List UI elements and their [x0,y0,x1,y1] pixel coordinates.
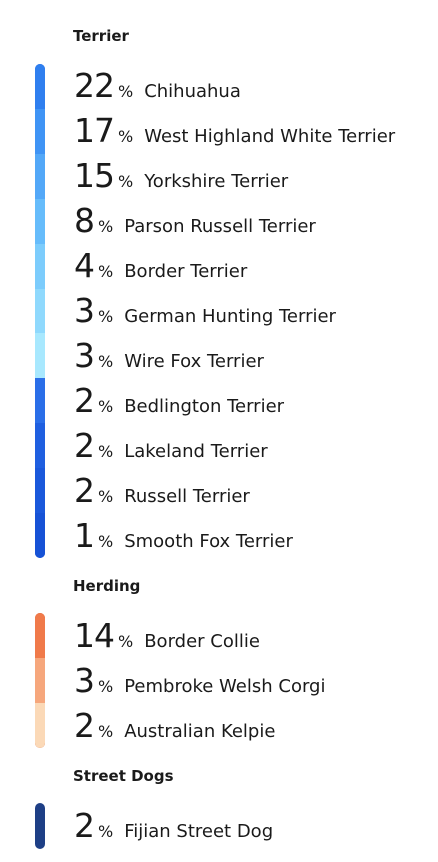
breed-name: Smooth Fox Terrier [124,531,293,552]
breed-name: German Hunting Terrier [124,306,336,327]
percent-value: 3 [74,336,95,375]
breed-row-wire-fox-terrier[interactable]: 3 % Wire Fox Terrier [74,336,264,381]
breed-name: Russell Terrier [124,486,250,507]
percent-sign: % [118,82,134,101]
bar-segment [35,468,45,514]
breed-name: Pembroke Welsh Corgi [124,676,326,697]
percent-sign: % [98,217,114,236]
group-title: Terrier [73,27,129,45]
percent-sign: % [98,677,114,696]
percent-value: 2 [74,471,95,510]
percent-value: 1 [74,516,95,555]
percent-sign: % [98,487,114,506]
bar-segment [35,333,45,379]
breed-row-bedlington-terrier[interactable]: 2 % Bedlington Terrier [74,381,284,426]
bar-segment [35,243,45,289]
bar-segment [35,153,45,199]
breed-name: West Highland White Terrier [144,126,396,147]
percent-value: 17 [74,111,115,150]
percent-value: 4 [74,246,95,285]
group-title: Street Dogs [73,767,174,785]
percent-sign: % [118,127,134,146]
breed-name: Border Terrier [124,261,248,282]
bar-segment [35,198,45,244]
breed-name: Fijian Street Dog [124,821,274,842]
breed-name: Lakeland Terrier [124,441,268,462]
breed-row-border-collie[interactable]: 14 % Border Collie [74,616,260,661]
breed-name: Wire Fox Terrier [124,351,264,372]
percent-sign: % [98,352,114,371]
breed-name: Chihuahua [144,81,241,102]
percent-value: 3 [74,661,95,700]
percent-value: 22 [74,66,115,105]
percent-sign: % [98,307,114,326]
bar-segment [35,64,45,109]
breed-row-border-terrier[interactable]: 4 % Border Terrier [74,246,247,291]
percent-value: 3 [74,291,95,330]
breed-name: Australian Kelpie [124,721,276,742]
ancestry-color-bar [35,613,45,748]
breed-name: Border Collie [144,631,260,652]
ancestry-color-bar [35,803,45,849]
breed-row-west-highland-white-terrier[interactable]: 17 % West Highland White Terrier [74,111,395,156]
breed-name: Bedlington Terrier [124,396,285,417]
percent-value: 2 [74,806,95,845]
percent-value: 8 [74,201,95,240]
percent-sign: % [98,532,114,551]
bar-segment [35,288,45,334]
breed-name: Parson Russell Terrier [124,216,316,237]
percent-sign: % [118,632,134,651]
bar-segment [35,703,45,748]
breed-row-russell-terrier[interactable]: 2 % Russell Terrier [74,471,250,516]
breed-row-smooth-fox-terrier[interactable]: 1 % Smooth Fox Terrier [74,516,293,561]
percent-sign: % [98,722,114,741]
bar-segment [35,513,45,558]
percent-value: 14 [74,616,115,655]
percent-value: 2 [74,381,95,420]
percent-value: 2 [74,426,95,465]
percent-sign: % [118,172,134,191]
percent-value: 15 [74,156,115,195]
bar-segment [35,658,45,703]
percent-sign: % [98,397,114,416]
breed-row-australian-kelpie[interactable]: 2 % Australian Kelpie [74,706,275,751]
group-title: Herding [73,577,141,595]
breed-row-chihuahua[interactable]: 22 % Chihuahua [74,66,241,111]
bar-segment [35,423,45,469]
percent-sign: % [98,442,114,461]
breed-name: Yorkshire Terrier [144,171,289,192]
ancestry-color-bar [35,64,45,558]
breed-row-yorkshire-terrier[interactable]: 15 % Yorkshire Terrier [74,156,288,201]
breed-row-pembroke-welsh-corgi[interactable]: 3 % Pembroke Welsh Corgi [74,661,325,706]
breed-row-fijian-street-dog[interactable]: 2 % Fijian Street Dog [74,806,273,851]
breed-row-lakeland-terrier[interactable]: 2 % Lakeland Terrier [74,426,268,471]
percent-value: 2 [74,706,95,745]
bar-segment [35,378,45,424]
bar-segment [35,803,45,849]
bar-segment [35,108,45,154]
breed-row-german-hunting-terrier[interactable]: 3 % German Hunting Terrier [74,291,336,336]
breed-row-parson-russell-terrier[interactable]: 8 % Parson Russell Terrier [74,201,316,246]
percent-sign: % [98,822,114,841]
percent-sign: % [98,262,114,281]
bar-segment [35,613,45,658]
